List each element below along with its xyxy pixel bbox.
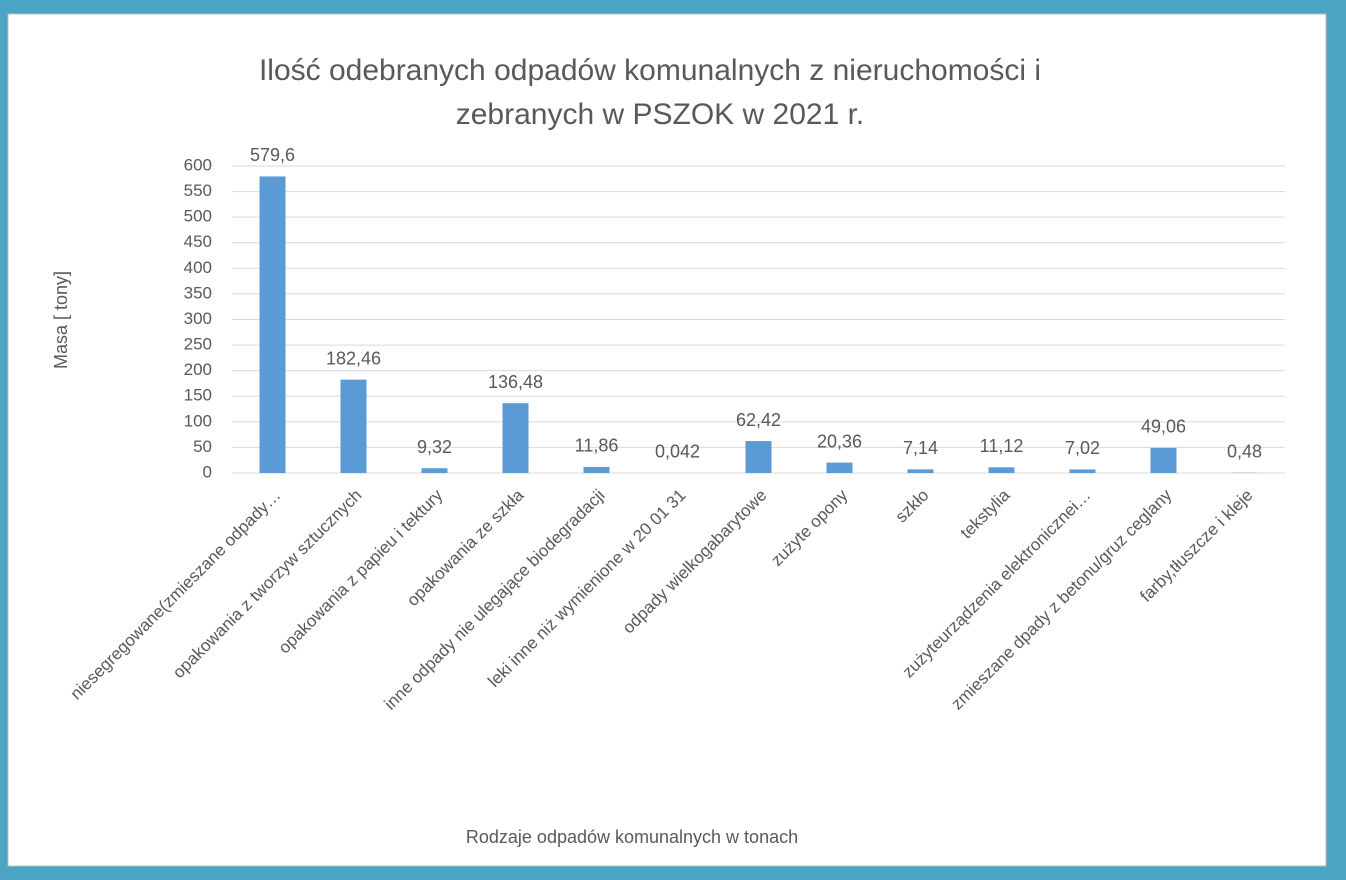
y-tick-label: 250 bbox=[184, 335, 212, 354]
y-tick-label: 200 bbox=[184, 360, 212, 379]
chart-area bbox=[7, 13, 1327, 867]
bar bbox=[826, 462, 853, 473]
value-label: 9,32 bbox=[417, 437, 452, 457]
bar bbox=[259, 176, 286, 474]
value-label: 136,48 bbox=[488, 372, 543, 392]
value-label: 0,042 bbox=[655, 442, 700, 462]
bar bbox=[1150, 447, 1177, 473]
y-tick-label: 600 bbox=[184, 155, 212, 174]
bar bbox=[745, 441, 772, 473]
value-label: 579,6 bbox=[250, 145, 295, 165]
y-tick-label: 150 bbox=[184, 386, 212, 405]
y-tick-label: 100 bbox=[184, 411, 212, 430]
bar bbox=[583, 466, 610, 473]
bar bbox=[502, 403, 529, 473]
value-label: 62,42 bbox=[736, 410, 781, 430]
bar bbox=[907, 469, 934, 473]
y-tick-label: 400 bbox=[184, 258, 212, 277]
chart-title: zebranych w PSZOK w 2021 r. bbox=[456, 98, 865, 131]
value-label: 49,06 bbox=[1141, 417, 1186, 437]
value-label: 7,02 bbox=[1065, 438, 1100, 458]
y-tick-label: 550 bbox=[184, 181, 212, 200]
y-tick-label: 50 bbox=[193, 437, 212, 456]
x-axis-label: Rodzaje odpadów komunalnych w tonach bbox=[466, 827, 798, 847]
bar bbox=[988, 467, 1015, 473]
y-tick-label: 300 bbox=[184, 309, 212, 328]
value-label: 11,86 bbox=[575, 436, 619, 456]
y-axis-label: Masa [ tony] bbox=[51, 271, 71, 369]
y-tick-label: 500 bbox=[184, 207, 212, 226]
bar bbox=[340, 379, 367, 473]
y-tick-label: 350 bbox=[184, 283, 212, 302]
value-label: 0,48 bbox=[1227, 442, 1262, 462]
value-label: 20,36 bbox=[817, 431, 862, 451]
value-label: 11,12 bbox=[980, 436, 1024, 456]
y-tick-label: 0 bbox=[203, 462, 212, 481]
value-label: 182,46 bbox=[326, 348, 381, 368]
chart-title: Ilość odebranych odpadów komunalnych z n… bbox=[259, 54, 1041, 87]
bar bbox=[421, 468, 448, 473]
bar bbox=[1069, 469, 1096, 473]
y-tick-label: 450 bbox=[184, 232, 212, 251]
value-label: 7,14 bbox=[903, 438, 938, 458]
